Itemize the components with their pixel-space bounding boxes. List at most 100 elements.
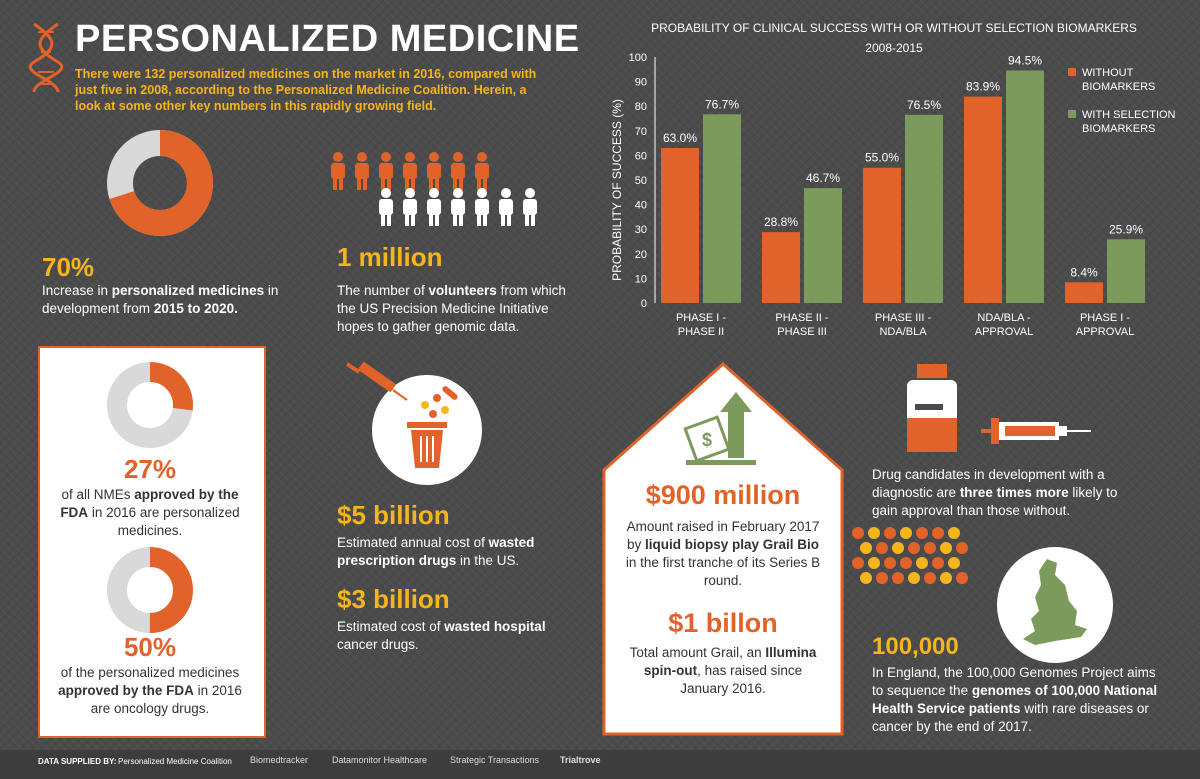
person-body — [379, 199, 393, 215]
donut-fill — [107, 547, 193, 633]
bar-value-label: 8.4% — [1070, 265, 1098, 279]
stat-3bn-value: $3 billion — [337, 584, 450, 614]
stat-100k-bold: genomes of 100,000 National Health Servi… — [872, 683, 1158, 716]
stat-million-pre: The number of — [337, 283, 429, 298]
dot — [860, 572, 872, 584]
person-leg — [459, 178, 463, 190]
stat-27-pre: of all NMEs — [61, 487, 135, 502]
x-tick-label: PHASE II - — [775, 312, 829, 324]
bar-value-label: 76.7% — [705, 97, 739, 111]
x-tick-label: PHASE II — [678, 326, 724, 338]
stat-900m-pre: Amount raised in February 2017 by — [626, 519, 820, 552]
person-leg — [405, 214, 409, 226]
stat-900m-bold: liquid biopsy play Grail Bio — [644, 537, 820, 552]
legend-label: WITH SELECTION — [1082, 109, 1176, 121]
x-tick-label: PHASE I - — [676, 312, 726, 324]
person-leg — [339, 178, 343, 190]
dot — [948, 527, 960, 539]
stat-100k-pre: In England, the 100,000 Genomes Project … — [872, 665, 1156, 698]
dot — [948, 557, 960, 569]
y-tick-label: 10 — [635, 273, 647, 285]
person-head — [381, 188, 391, 198]
person-body — [451, 163, 465, 179]
dot — [892, 572, 904, 584]
y-tick-label: 100 — [629, 52, 647, 64]
chart-title: PROBABILITY OF CLINICAL SUCCESS WITH OR … — [651, 21, 1137, 35]
logo-trialtrove: Trialtrove — [560, 755, 601, 765]
x-tick-label: NDA/BLA — [879, 326, 927, 338]
stat-3bn-pre: Estimated cost of — [337, 619, 445, 634]
person-leg — [411, 178, 415, 190]
logo-biomedtracker: Biomedtracker — [250, 755, 309, 765]
person-body — [403, 163, 417, 179]
bar-value-label: 25.9% — [1109, 222, 1143, 236]
x-tick-label: APPROVAL — [975, 326, 1034, 338]
people-icons — [331, 152, 537, 226]
vial-syringe-illustration — [907, 364, 1091, 452]
stat-5bn-value: $5 billion — [337, 500, 450, 530]
stat-5bn-post: in the US. — [456, 553, 520, 568]
person-body — [403, 199, 417, 215]
person-body — [427, 199, 441, 215]
donut-chart-27 — [107, 362, 193, 448]
person-leg — [387, 214, 391, 226]
person-leg — [477, 214, 481, 226]
stat-1bn-text: Total amount Grail, an Illumina spin-out… — [625, 644, 821, 698]
fda-approvals-panel — [38, 346, 266, 738]
person-leg — [453, 214, 457, 226]
stat-900m-text: Amount raised in February 2017 by liquid… — [620, 518, 826, 590]
dna-icon — [29, 22, 63, 93]
person-head — [333, 152, 343, 162]
stat-5bn-text: Estimated annual cost of wasted prescrip… — [337, 534, 567, 570]
trash-can-icon — [407, 422, 447, 468]
person-head — [453, 152, 463, 162]
person-leg — [525, 214, 529, 226]
stat-900m-post: in the first tranche of its Series B rou… — [625, 555, 821, 588]
bar-value-label: 94.5% — [1008, 54, 1042, 68]
y-tick-label: 60 — [635, 150, 647, 162]
dot — [876, 572, 888, 584]
person-leg — [429, 178, 433, 190]
dot — [852, 557, 864, 569]
dot — [924, 572, 936, 584]
bar-value-label: 55.0% — [865, 151, 899, 165]
england-map-icon — [1023, 559, 1087, 645]
stat-70-value: 70% — [42, 252, 95, 282]
vial-icon — [907, 364, 957, 452]
person-leg — [507, 214, 511, 226]
person-leg — [477, 178, 481, 190]
person-leg — [357, 178, 361, 190]
stat-27-text: of all NMEs approved by the FDA in 2016 … — [48, 486, 252, 540]
dot — [940, 542, 952, 554]
person-head — [381, 152, 391, 162]
person-body — [475, 199, 489, 215]
stat-million-post: from which the US Precision Medicine Ini… — [337, 283, 566, 334]
dot — [908, 542, 920, 554]
bar-value-label: 63.0% — [663, 131, 697, 145]
bar — [905, 114, 943, 303]
stat-70-text: Increase in personalized medicines in de… — [42, 282, 292, 318]
people-group — [331, 152, 537, 226]
person-body — [523, 199, 537, 215]
stat-27-value: 27% — [123, 454, 177, 484]
donut-chart-70 — [107, 130, 213, 236]
person-head — [453, 188, 463, 198]
stat-million-text: The number of volunteers from which the … — [337, 282, 567, 336]
stat-3bn-post: cancer drugs. — [337, 637, 419, 652]
bar-value-label: 28.8% — [764, 215, 798, 229]
money-growth-icon: $ — [683, 392, 756, 465]
person-leg — [435, 214, 439, 226]
donut-ring-50 — [107, 547, 193, 633]
dot — [868, 527, 880, 539]
dot — [884, 527, 896, 539]
person-leg — [483, 178, 487, 190]
stat-three-pre: Drug candidates in development with a di… — [872, 467, 1105, 500]
dot — [940, 572, 952, 584]
stat-100k-text: In England, the 100,000 Genomes Project … — [872, 664, 1162, 736]
person-leg — [405, 178, 409, 190]
dot — [884, 557, 896, 569]
donut-ring-70 — [107, 130, 213, 236]
dot — [916, 557, 928, 569]
stat-27-bold: approved by the FDA — [60, 487, 239, 520]
page-title: PERSONALIZED MEDICINE — [75, 18, 580, 60]
